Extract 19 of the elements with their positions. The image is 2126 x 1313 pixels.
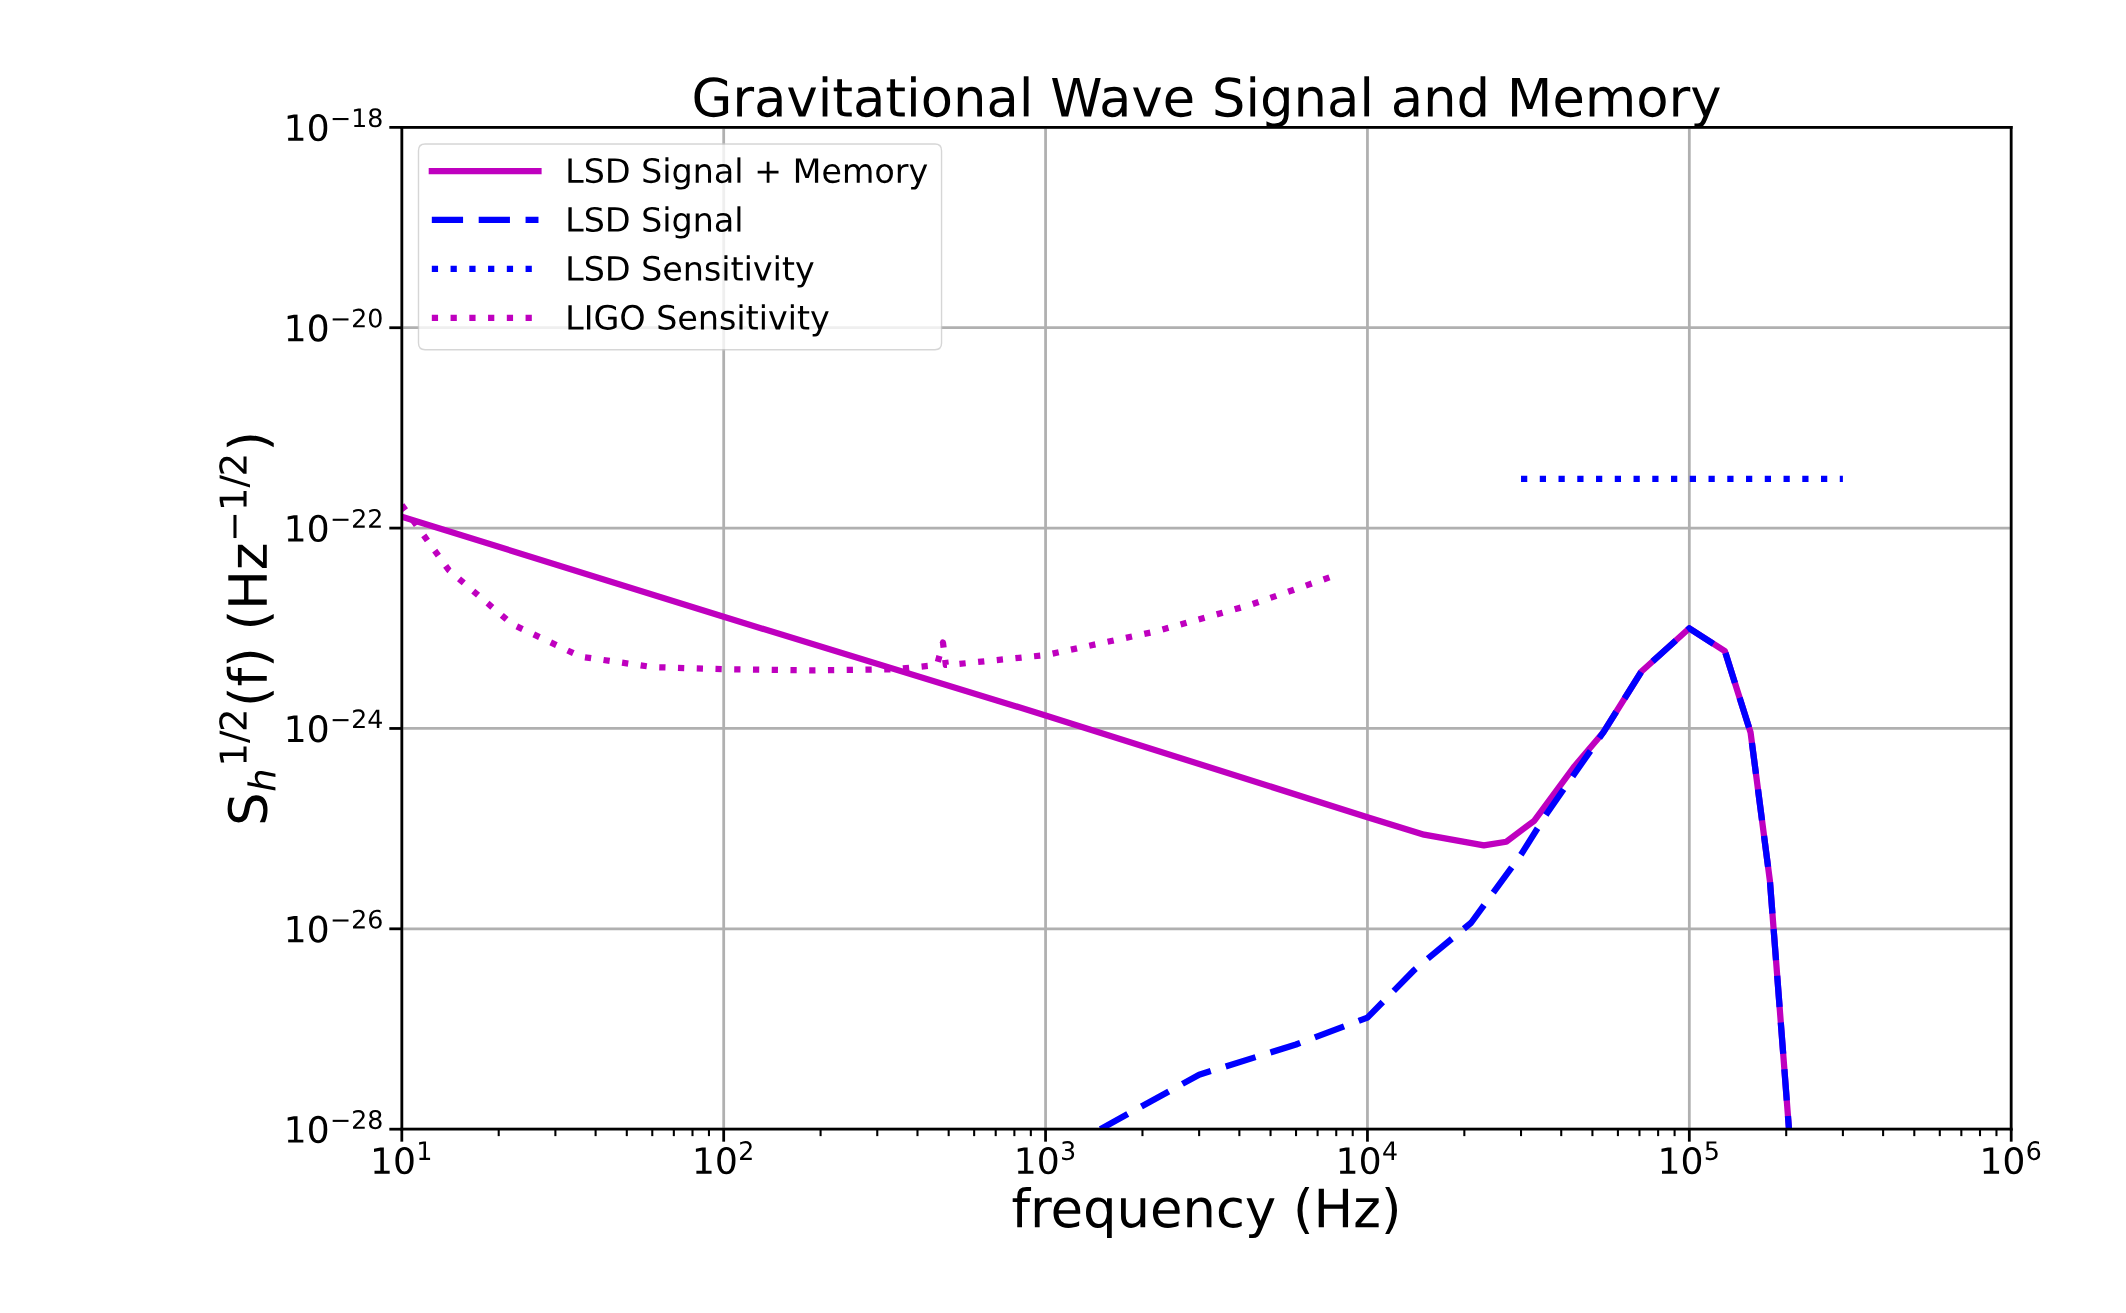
y-tick-label: 10$^{−28}$ <box>287 1110 382 1144</box>
legend-label: LSD Signal <box>568 206 741 239</box>
y-tick-label: 10$^{−20}$ <box>287 308 382 342</box>
y-tick-label: 10$^{−26}$ <box>287 909 382 943</box>
x-tick-label: 10$^{6}$ <box>1983 1141 2041 1175</box>
legend-label: LSD Sensitivity <box>568 255 814 288</box>
legend-label: LSD Signal + Memory <box>568 157 928 190</box>
x-tick-label: 10$^{2}$ <box>695 1141 752 1175</box>
y-tick-label: 10$^{−18}$ <box>287 108 382 142</box>
x-tick-label: 10$^{3}$ <box>1017 1141 1075 1175</box>
legend-label: LIGO Sensitivity <box>568 304 829 337</box>
chart-title: Gravitational Wave Signal and Memory <box>694 76 1720 128</box>
x-tick-label: 10$^{1}$ <box>374 1141 431 1175</box>
y-tick-label: 10$^{−24}$ <box>287 709 382 743</box>
y-axis-title: S$_{h}$$^{1/2}$(f) (Hz$^{−1/2}$) <box>219 435 276 823</box>
x-tick-label: 10$^{5}$ <box>1661 1141 1718 1175</box>
x-axis-title: frequency (Hz) <box>1012 1187 1397 1239</box>
y-tick-label: 10$^{−22}$ <box>287 508 381 543</box>
x-tick-label: 10$^{4}$ <box>1339 1141 1397 1175</box>
